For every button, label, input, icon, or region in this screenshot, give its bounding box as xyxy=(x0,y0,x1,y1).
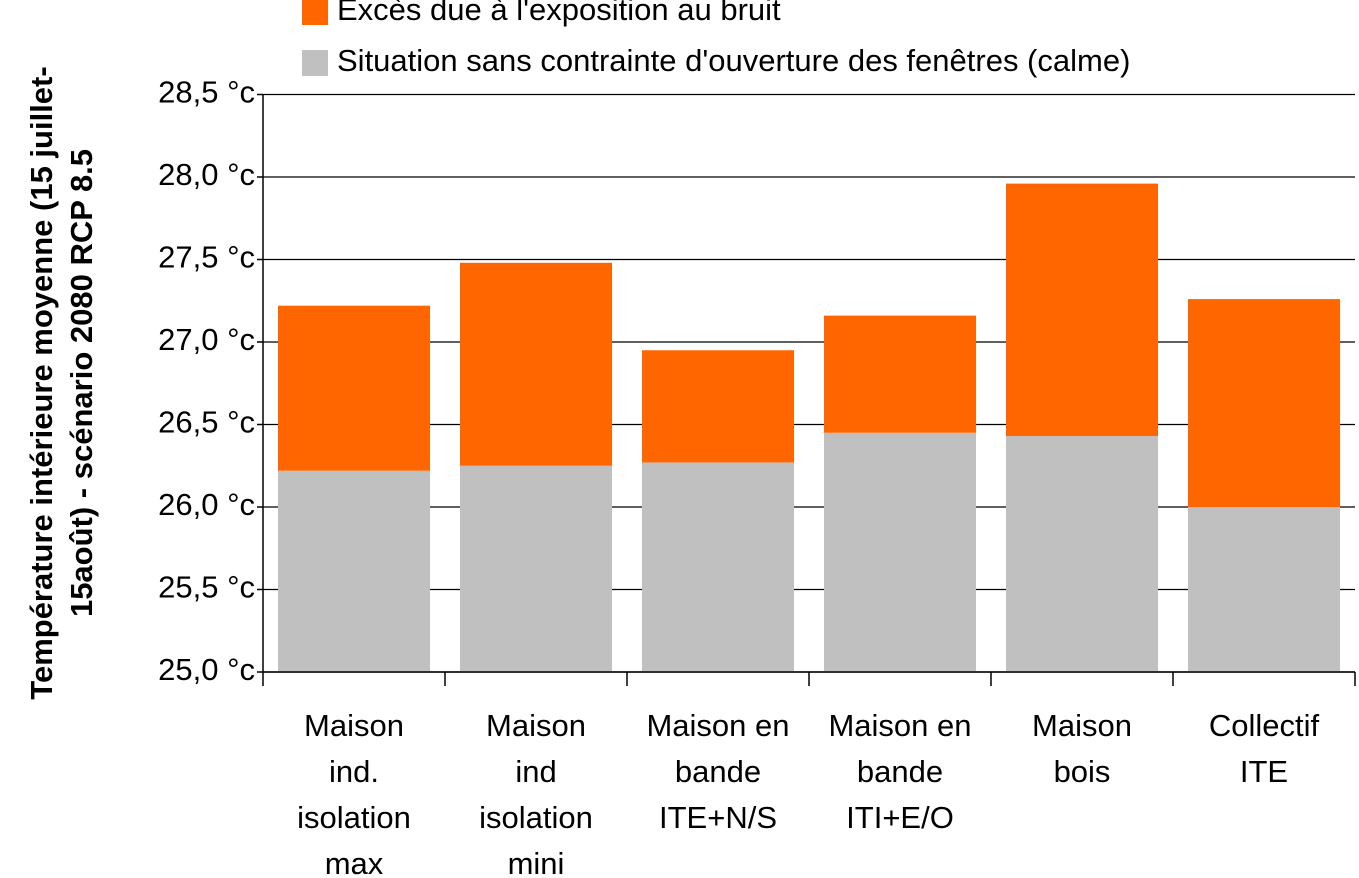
y-tick-label: 26,0 °c xyxy=(158,487,255,522)
bar-segment xyxy=(460,465,612,672)
y-tick-label: 26,5 °c xyxy=(158,405,255,440)
y-tick-label: 25,5 °c xyxy=(158,570,255,605)
x-tick-label: ITE+N/S xyxy=(659,800,777,835)
bar-segment xyxy=(278,470,430,672)
x-tick-label: Maison xyxy=(486,708,586,743)
bar-segment xyxy=(824,432,976,672)
x-tick-label: Maison xyxy=(304,708,404,743)
x-tick-label: Collectif xyxy=(1209,708,1320,743)
legend-label: Excès due à l'exposition au bruit xyxy=(337,0,781,27)
x-tick-label: Maison en xyxy=(646,708,789,743)
y-tick-label: 27,5 °c xyxy=(158,240,255,275)
bar-segment xyxy=(642,462,794,672)
y-axis-title: Température intérieure moyenne (15 juill… xyxy=(24,66,99,699)
bar-segment xyxy=(1006,183,1158,437)
legend-swatch xyxy=(302,0,328,25)
bar-segment xyxy=(642,350,794,463)
bar-segment xyxy=(1188,507,1340,672)
bar-segment xyxy=(1006,436,1158,672)
legend-label: Situation sans contrainte d'ouverture de… xyxy=(337,43,1130,78)
y-tick-label: 27,0 °c xyxy=(158,322,255,357)
bar-segment xyxy=(460,262,612,466)
x-tick-label: ind xyxy=(515,754,556,789)
bar-segment xyxy=(1188,299,1340,507)
y-tick-label: 28,5 °c xyxy=(158,75,255,110)
x-tick-label: bande xyxy=(675,754,761,789)
x-tick-label: Maison en xyxy=(828,708,971,743)
y-tick-label: 28,0 °c xyxy=(158,157,255,192)
x-tick-label: isolation xyxy=(297,800,411,835)
legend-swatch xyxy=(302,50,328,76)
y-tick-label: 25,0 °c xyxy=(158,652,255,687)
x-tick-label: bois xyxy=(1054,754,1111,789)
x-tick-label: Maison xyxy=(1032,708,1132,743)
bar-segment xyxy=(278,305,430,471)
bar-segment xyxy=(824,315,976,433)
x-tick-label: isolation xyxy=(479,800,593,835)
y-axis-title-line: 15août) - scénario 2080 RCP 8.5 xyxy=(64,149,99,617)
x-tick-label: bande xyxy=(857,754,943,789)
x-tick-label: mini xyxy=(508,846,565,878)
x-tick-label: max xyxy=(325,846,384,878)
x-tick-label: ITI+E/O xyxy=(846,800,954,835)
x-tick-label: ind. xyxy=(329,754,379,789)
y-axis-title-line: Température intérieure moyenne (15 juill… xyxy=(24,66,59,699)
x-tick-label: ITE xyxy=(1240,754,1288,789)
